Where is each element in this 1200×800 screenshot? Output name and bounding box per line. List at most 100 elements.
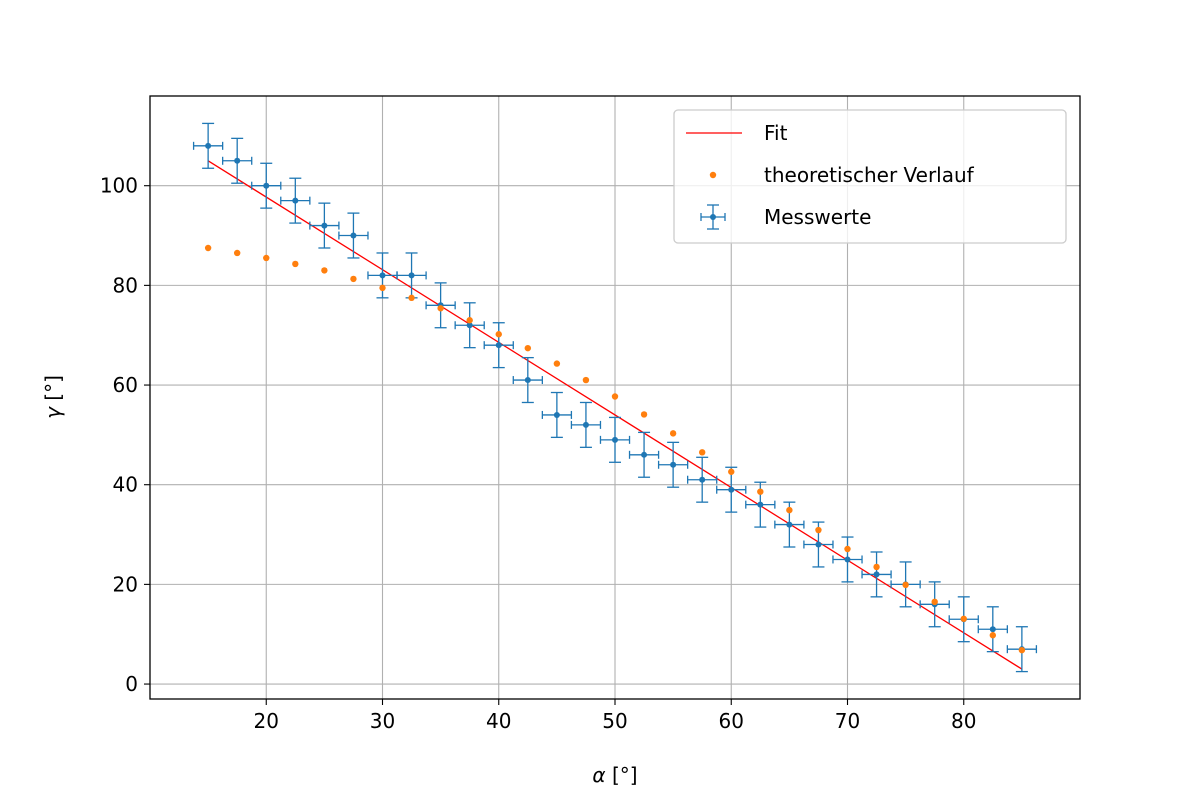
measured-marker — [321, 222, 328, 229]
theory-point — [263, 254, 270, 262]
measured-point — [338, 212, 369, 259]
theory-point — [669, 430, 677, 437]
theory-point — [408, 294, 415, 302]
theory-point — [233, 249, 241, 257]
measured-point — [541, 391, 573, 439]
y-tick-label: 20 — [113, 572, 138, 596]
measured-marker — [205, 142, 212, 149]
measured-marker — [408, 272, 415, 279]
measured-marker — [263, 182, 270, 189]
theory-point — [495, 331, 502, 338]
theory-series — [204, 244, 1026, 654]
theory-point — [582, 376, 590, 384]
legend-measured-marker — [700, 204, 726, 230]
fit-series — [207, 160, 1023, 670]
measured-point — [687, 456, 718, 503]
measured-point — [280, 177, 311, 224]
theory-point — [902, 581, 909, 589]
y-tick-label: 100 — [100, 174, 138, 198]
measured-marker — [350, 232, 357, 239]
measured-marker — [292, 197, 299, 204]
measured-point — [483, 322, 514, 369]
x-axis-unit: [°] — [606, 763, 638, 787]
measured-marker — [844, 556, 851, 563]
x-tick-label: 80 — [951, 709, 976, 733]
x-axis-label: α [°] — [592, 763, 637, 787]
measured-point — [628, 431, 660, 478]
theory-point — [1018, 646, 1026, 654]
legend-theory-label: theoretischer Verlauf — [764, 163, 975, 187]
measured-marker — [757, 501, 764, 508]
measured-point — [803, 521, 834, 568]
measured-point — [599, 416, 631, 463]
theory-point — [728, 468, 735, 475]
measured-marker — [495, 342, 502, 349]
measured-point — [570, 401, 602, 448]
measured-marker — [989, 626, 996, 633]
y-axis-symbol: γ — [41, 406, 65, 419]
theory-point — [553, 360, 561, 367]
measured-marker — [728, 486, 735, 493]
x-axis-symbol: α — [592, 763, 605, 787]
measured-point — [192, 122, 224, 169]
measured-point — [977, 606, 1008, 653]
theory-point — [204, 244, 212, 252]
measured-point — [774, 501, 805, 548]
fit-line — [207, 160, 1023, 670]
theory-point — [757, 488, 764, 495]
theory-point — [960, 615, 967, 622]
measured-marker — [815, 541, 822, 548]
measured-point — [454, 302, 485, 349]
measured-marker — [699, 476, 706, 483]
measured-point — [309, 202, 340, 249]
legend-box — [673, 109, 1067, 244]
measured-point — [512, 356, 543, 404]
axis-ticks: 20 30 40 50 60 70 80 0 20 40 60 80 100 — [100, 174, 977, 733]
theory-point — [640, 411, 648, 418]
y-tick-label: 80 — [113, 273, 138, 297]
y-axis-unit: [°] — [41, 375, 65, 407]
x-tick-label: 30 — [370, 709, 395, 733]
x-tick-label: 40 — [486, 709, 511, 733]
measured-marker — [670, 461, 677, 468]
theory-point — [873, 563, 880, 571]
measured-marker — [553, 411, 560, 418]
measured-series — [192, 122, 1038, 673]
theory-point — [292, 260, 299, 268]
measured-marker — [234, 157, 241, 164]
x-tick-label: 60 — [719, 709, 744, 733]
measured-marker — [379, 272, 386, 279]
measured-point — [222, 137, 253, 184]
theory-point — [437, 305, 444, 312]
measured-point — [396, 252, 427, 299]
theory-point — [989, 632, 997, 639]
measured-point — [657, 441, 689, 488]
measured-marker — [524, 377, 531, 384]
y-tick-label: 0 — [125, 672, 138, 696]
measured-marker — [466, 322, 473, 329]
measured-marker — [786, 521, 793, 528]
theory-point — [321, 267, 328, 274]
measured-marker — [641, 451, 648, 458]
y-tick-label: 60 — [113, 373, 138, 397]
grid — [150, 96, 1080, 699]
theory-point — [379, 284, 386, 292]
measured-marker — [612, 436, 618, 443]
measured-marker — [582, 421, 589, 428]
x-tick-label: 50 — [602, 709, 627, 733]
theory-point — [698, 449, 706, 456]
x-tick-label: 20 — [254, 709, 279, 733]
measured-point — [251, 162, 282, 209]
theory-point — [931, 598, 938, 606]
legend-fit-label: Fit — [764, 121, 788, 145]
legend: Fit theoretischer Verlauf Messwerte — [673, 109, 1067, 244]
legend-theory-marker — [709, 171, 717, 179]
y-tick-label: 40 — [113, 473, 138, 497]
measured-marker — [873, 571, 880, 578]
y-axis-label: γ [°] — [41, 375, 65, 419]
theory-point — [844, 545, 851, 553]
legend-measured-label: Messwerte — [764, 205, 871, 229]
theory-point — [524, 344, 532, 352]
measured-point — [832, 536, 863, 583]
